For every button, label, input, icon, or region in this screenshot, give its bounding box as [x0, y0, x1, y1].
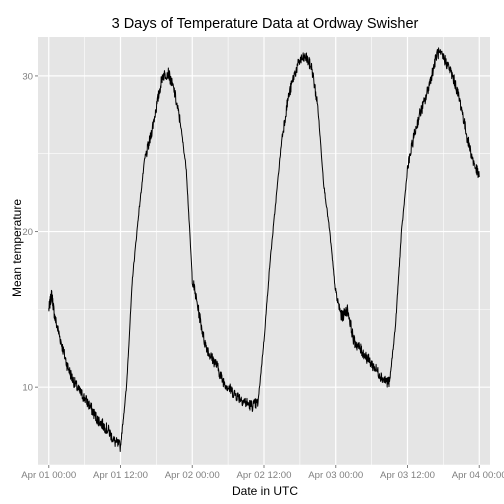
x-tick-label: Apr 01 00:00 — [21, 470, 76, 481]
axis-ticks: 10 20 30 Apr 01 00:00 Apr 01 12:00 Apr 02 00:… — [21, 71, 504, 481]
y-tick-label: 20 — [22, 227, 33, 238]
series-layer — [48, 47, 480, 452]
y-axis-title: Mean temperature — [10, 199, 24, 297]
x-tick-label: Apr 02 12:00 — [237, 470, 292, 481]
x-tick-label: Apr 03 00:00 — [308, 470, 363, 481]
y-tick-label: 10 — [22, 383, 33, 394]
x-tick-label: Apr 02 00:00 — [165, 470, 220, 481]
x-axis-title: Date in UTC — [232, 484, 298, 498]
x-tick-label: Apr 03 12:00 — [380, 470, 435, 481]
y-tick-label: 30 — [22, 71, 33, 82]
x-tick-label: Apr 04 00:00 — [452, 470, 504, 481]
grid-lines — [38, 37, 490, 466]
temperature-series-line — [48, 47, 480, 452]
chart-title: 3 Days of Temperature Data at Ordway Swi… — [112, 16, 419, 32]
x-tick-label: Apr 01 12:00 — [93, 470, 148, 481]
